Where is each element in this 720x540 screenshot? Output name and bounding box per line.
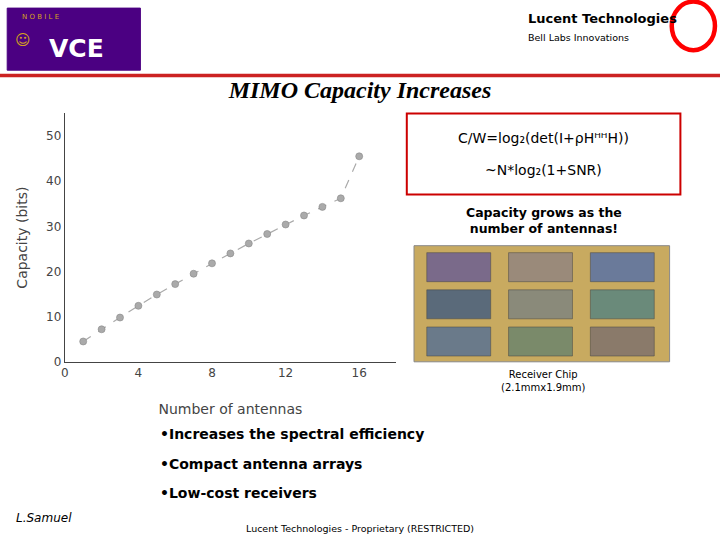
- svg-text:VCE: VCE: [49, 34, 104, 63]
- svg-text:8: 8: [208, 366, 216, 380]
- svg-text:N O B I L E: N O B I L E: [22, 13, 59, 21]
- svg-text:0: 0: [61, 366, 69, 380]
- svg-text:40: 40: [46, 174, 61, 188]
- svg-text:12: 12: [278, 366, 293, 380]
- svg-text:•Low-cost receivers: •Low-cost receivers: [160, 485, 317, 501]
- svg-text:C/W=log₂(det(I+ρHᴴᴴH)): C/W=log₂(det(I+ρHᴴᴴH)): [458, 130, 629, 146]
- svg-text:4: 4: [135, 366, 143, 380]
- svg-text:10: 10: [46, 310, 61, 324]
- svg-text:Receiver Chip(2.1mmx1.9mm): Receiver Chip(2.1mmx1.9mm): [501, 369, 586, 393]
- svg-text:0: 0: [54, 355, 62, 369]
- svg-text:50: 50: [46, 129, 61, 143]
- svg-text:20: 20: [46, 265, 61, 279]
- svg-text:Number of antennas: Number of antennas: [158, 401, 302, 417]
- svg-text:☺: ☺: [15, 31, 31, 49]
- svg-text:16: 16: [352, 366, 367, 380]
- svg-text:Lucent Technologies - Propriet: Lucent Technologies - Proprietary (RESTR…: [246, 523, 474, 534]
- svg-text:Capacity grows as thenumber of: Capacity grows as thenumber of antennas!: [466, 205, 622, 236]
- svg-text:•Increases the spectral effici: •Increases the spectral efficiency: [160, 426, 424, 442]
- svg-text:Bell Labs Innovations: Bell Labs Innovations: [528, 32, 629, 43]
- svg-text:Lucent Technologies: Lucent Technologies: [528, 11, 677, 26]
- svg-text:•Compact antenna arrays: •Compact antenna arrays: [160, 456, 362, 472]
- svg-text:~N*log₂(1+SNR): ~N*log₂(1+SNR): [485, 162, 602, 178]
- svg-text:MIMO Capacity Increases: MIMO Capacity Increases: [228, 77, 492, 103]
- svg-text:30: 30: [46, 220, 61, 234]
- svg-text:L.Samuel: L.Samuel: [16, 511, 72, 525]
- svg-text:Capacity (bits): Capacity (bits): [14, 187, 30, 289]
